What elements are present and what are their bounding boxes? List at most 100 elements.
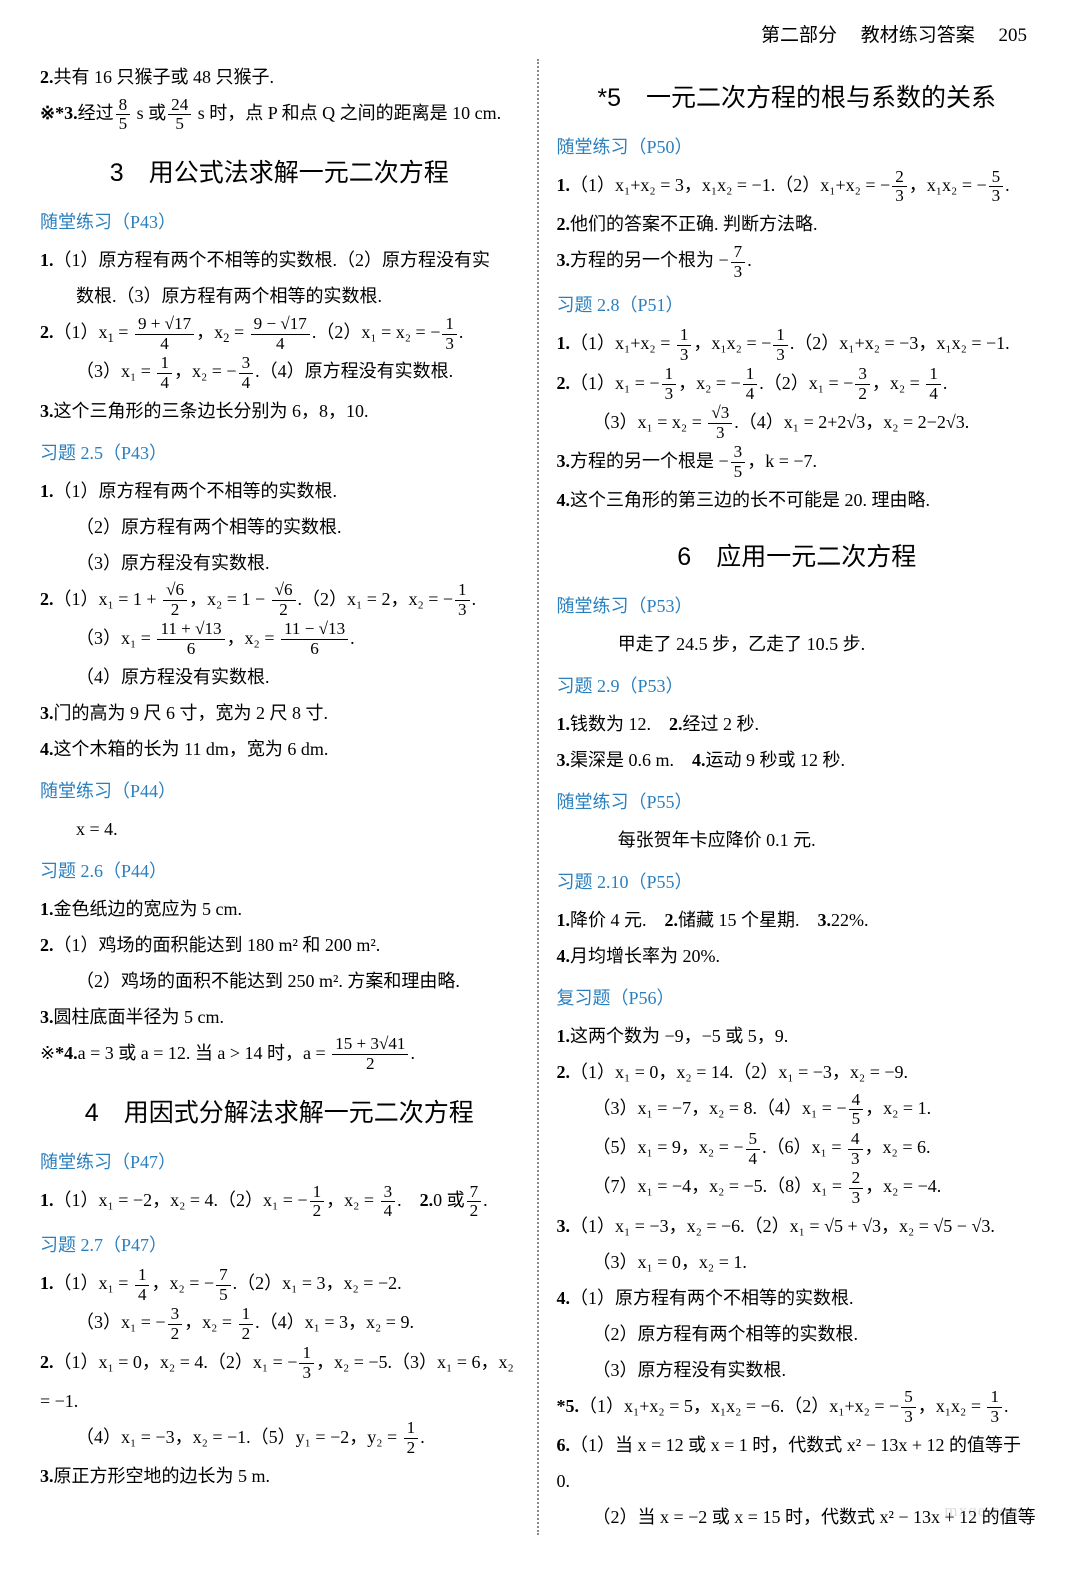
text: ，x₂ =	[184, 1312, 236, 1332]
problem-line: （3）x₁ = x₂ = √33.（4）x₁ = 2+2√3，x₂ = 2−2√…	[557, 404, 1038, 443]
q-num: 2.	[40, 322, 54, 342]
text: 储藏 15 个星期.	[678, 910, 818, 930]
frac-num: √6	[272, 581, 296, 601]
frac-den: 3	[773, 346, 788, 365]
problem-line: 1.（1）原方程有两个不相等的实数根.	[40, 473, 519, 509]
frac-den: 3	[708, 424, 732, 443]
problem-line: 3.原正方形空地的边长为 5 m.	[40, 1458, 519, 1494]
q-num: 1.	[40, 250, 54, 270]
frac-den: 5	[731, 463, 746, 482]
header-title: 教材练习答案	[861, 25, 975, 46]
fraction: 45	[849, 1091, 864, 1130]
frac-den: 3	[987, 1408, 1002, 1427]
text: .	[420, 1427, 425, 1447]
text: （7）x₁ = −4，x₂ = −5.（8）x₁ =	[593, 1176, 847, 1196]
frac-den: 4	[743, 385, 758, 404]
frac-num: 8	[116, 96, 131, 116]
right-column: *5 一元二次方程的根与系数的关系 随堂练习（P50） 1.（1）x₁+x₂ =…	[539, 59, 1038, 1535]
q-num: *5.	[557, 1396, 580, 1416]
text: 他们的答案不正确. 判断方法略.	[570, 214, 818, 234]
frac-num: 1	[773, 326, 788, 346]
frac-num: √3	[708, 404, 732, 424]
frac-num: 7	[731, 243, 746, 263]
problem-line: 3.门的高为 9 尺 6 寸，宽为 2 尺 8 寸.	[40, 695, 519, 731]
text: （3）x₁ =	[76, 361, 155, 381]
fraction: 13	[773, 326, 788, 365]
q-num: 2.	[420, 1190, 434, 1210]
frac-den: 3	[892, 187, 907, 206]
problem-line: 2.（1）x₁ = 0，x₂ = 4.（2）x₁ = −13，x₂ = −5.（…	[40, 1344, 519, 1419]
fraction: 13	[987, 1388, 1002, 1427]
problem-line: 1.降价 4 元. 2.储藏 15 个星期. 3.22%.	[557, 902, 1038, 938]
text: （3）x₁ = 0，x₂ = 1.	[593, 1252, 747, 1272]
text: 这两个数为 −9，−5 或 5，9.	[570, 1026, 788, 1046]
fraction: 12	[404, 1419, 419, 1458]
text: 甲走了 24.5 步，乙走了 10.5 步.	[618, 634, 866, 654]
text: .	[1004, 1396, 1009, 1416]
text: 钱数为 12.	[570, 714, 669, 734]
q-num: 3.	[40, 703, 54, 723]
text: 渠深是 0.6 m.	[570, 750, 692, 770]
text: .	[350, 628, 355, 648]
text: （3）x₁ = x₂ =	[593, 412, 707, 432]
problem-line: 数根.（3）原方程有两个相等的实数根.	[40, 278, 519, 314]
frac-den: 2	[404, 1439, 419, 1458]
problem-line: 1.金色纸边的宽应为 5 cm.	[40, 891, 519, 927]
text: a = 3 或 a = 12. 当 a > 14 时，a =	[78, 1043, 331, 1063]
frac-den: 6	[281, 640, 348, 659]
frac-den: 2	[855, 385, 870, 404]
text: （1）x₁ =	[54, 1273, 133, 1293]
frac-num: 3	[855, 365, 870, 385]
problem-line: 2.（1）x1 = 9 + √174，x2 = 9 − √174.（2）x₁ =…	[40, 314, 519, 353]
frac-den: 3	[455, 601, 470, 620]
text: .（6）x₁ =	[762, 1137, 846, 1157]
q-num: 3.	[818, 910, 832, 930]
q-num: 1.	[40, 481, 54, 501]
text: （2）原方程有两个相等的实数根.	[76, 517, 342, 537]
text: 金色纸边的宽应为 5 cm.	[54, 899, 243, 919]
text: （4）x₁ = −3，x₂ = −1.（5）y₁ = −2，y₂ =	[76, 1427, 402, 1447]
text: .（2）x₁ = −	[759, 373, 853, 393]
text: （3）x₁ =	[76, 628, 155, 648]
problem-line: ※*3.经过85 s 或245 s 时，点 P 和点 Q 之间的距离是 10 c…	[40, 95, 519, 134]
problem-line: 3.（1）x₁ = −3，x₂ = −6.（2）x₁ = √5 + √3，x₂ …	[557, 1208, 1038, 1244]
frac-num: 3	[731, 443, 746, 463]
fraction: 245	[168, 96, 191, 135]
text: .（2）x₁ = 3，x₂ = −2.	[233, 1273, 402, 1293]
problem-line: （2）鸡场的面积不能达到 250 m². 方案和理由略.	[40, 963, 519, 999]
q-num: 1.	[557, 910, 571, 930]
fraction: √62	[163, 581, 187, 620]
q-num: 3.	[557, 250, 571, 270]
problem-line: （3）x₁ = 14，x₂ = −34.（4）原方程没有实数根.	[40, 353, 519, 392]
text: .	[1005, 175, 1010, 195]
q-num: 6.	[557, 1435, 571, 1455]
problem-line: 2.共有 16 只猴子或 48 只猴子.	[40, 59, 519, 95]
text: （1）x₁+x₂ = 3，x₁x₂ = −1.（2）x₁+x₂ = −	[570, 175, 890, 195]
frac-den: 2	[467, 1202, 482, 1221]
text: （3）x₁ = −7，x₂ = 8.（4）x₁ = −	[593, 1098, 847, 1118]
frac-den: 2	[163, 601, 187, 620]
fraction: 15 + 3√412	[332, 1035, 408, 1074]
q-num: 4.	[557, 490, 571, 510]
frac-num: 2	[892, 168, 907, 188]
frac-num: 3	[381, 1183, 396, 1203]
problem-line: 1.（1）x₁+x₂ = 13，x₁x₂ = −13.（2）x₁+x₂ = −3…	[557, 325, 1038, 364]
q-num: 1.	[557, 1026, 571, 1046]
frac-num: 24	[168, 96, 191, 116]
problem-line: 1.（1）原方程有两个不相等的实数根.（2）原方程没有实	[40, 242, 519, 278]
frac-num: 1	[662, 365, 677, 385]
text: .	[459, 322, 464, 342]
q-num: 1.	[40, 899, 54, 919]
frac-num: 5	[989, 168, 1004, 188]
text: 经过 2 秒.	[683, 714, 760, 734]
frac-den: 3	[989, 187, 1004, 206]
text: 经过	[78, 103, 114, 123]
fraction: 9 − √174	[251, 315, 310, 354]
frac-num: 1	[404, 1419, 419, 1439]
fraction: 12	[239, 1305, 254, 1344]
frac-num: 4	[848, 1130, 863, 1150]
problem-line: 每张贺年卡应降价 0.1 元.	[557, 822, 1038, 858]
frac-num: 15 + 3√41	[332, 1035, 408, 1055]
frac-num: 4	[849, 1091, 864, 1111]
frac-den: 4	[135, 335, 194, 354]
